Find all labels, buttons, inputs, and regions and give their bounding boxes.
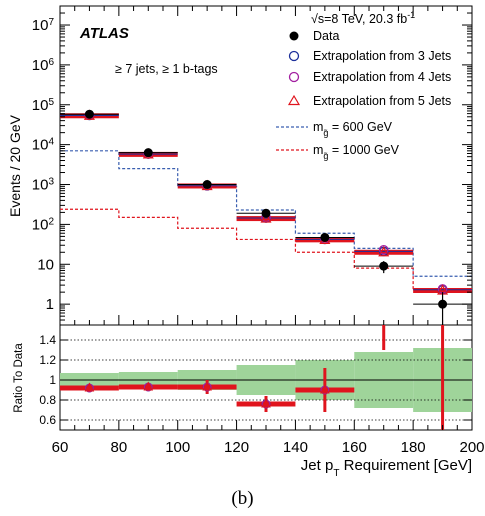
figure-caption: (b) — [231, 488, 254, 509]
ratio-extrap5-point — [320, 384, 330, 394]
legend-marker-extrap3 — [288, 50, 300, 62]
legend-label-mg-1000: mg̃ = 1000 GeV — [313, 143, 400, 161]
legend-label-mg-600: mg̃ = 600 GeV — [313, 120, 393, 138]
ratio-bar — [295, 387, 355, 393]
data-point — [320, 232, 330, 242]
data-point — [84, 109, 94, 119]
ratio-extrap5-point — [84, 382, 95, 392]
data-point — [143, 148, 153, 158]
x-tick-label: 120 — [224, 439, 249, 456]
legend-label-extrap-5: Extrapolation from 5 Jets — [313, 94, 451, 108]
y-tick-label: 104 — [32, 136, 55, 154]
legend: Data Extrapolation from 3 Jets Extrapola… — [276, 29, 451, 161]
x-tick-label: 140 — [283, 439, 308, 456]
extrap5-point — [378, 245, 390, 257]
legend-markers — [276, 31, 308, 151]
ratio-y-tick-label: 0.8 — [39, 393, 56, 407]
x-tick-label: 100 — [165, 439, 190, 456]
y-tick-label: 10 — [37, 256, 54, 273]
extrap-bar — [413, 287, 472, 293]
legend-marker-data — [289, 31, 299, 41]
ratio-extrap5-point — [202, 381, 212, 391]
extrap-bar — [354, 249, 414, 255]
main-y-axis-title: Events / 20 GeV — [7, 114, 23, 217]
ratio-y-tick-label: 1 — [49, 373, 56, 387]
ratio-plot-content — [60, 325, 472, 430]
ratio-y-tick-label: 0.6 — [39, 413, 56, 427]
ratio-clipped — [60, 325, 472, 430]
ratio-bar — [177, 384, 237, 390]
atlas-label: ATLAS — [79, 25, 129, 42]
x-axis-title: Jet pT Requirement [GeV] — [301, 457, 472, 479]
ratio-bar — [236, 401, 296, 407]
ratio-ticks: 0.6 0.8 1 1.2 1.4 60 80 100 120 140 160 180 200 — [39, 333, 484, 456]
legend-label-extrap-3: Extrapolation from 3 Jets — [313, 49, 451, 63]
ratio-extrap5-point — [143, 381, 154, 391]
selection-label: ≥ 7 jets, ≥ 1 b-tags — [115, 62, 218, 76]
y-tick-label: 102 — [32, 216, 55, 234]
ratio-y-tick-label: 1.4 — [39, 333, 56, 347]
ratio-y-tick-label: 1.2 — [39, 353, 56, 367]
x-tick-label: 180 — [401, 439, 426, 456]
ratio-bar — [118, 384, 178, 390]
extrap5-point — [260, 212, 272, 223]
extrap-bar — [236, 216, 296, 222]
energy-label: √s=8 TeV, 20.3 fb-1 — [311, 10, 415, 26]
data-point — [438, 299, 448, 309]
data-point — [202, 180, 212, 190]
x-tick-label: 60 — [52, 439, 69, 456]
y-tick-label: 1 — [46, 296, 54, 313]
main-plot-frame — [59, 5, 473, 326]
legend-label-data: Data — [313, 29, 339, 43]
data-point — [261, 208, 271, 218]
legend-label-extrap-4: Extrapolation from 4 Jets — [313, 70, 451, 84]
y-tick-label: 103 — [32, 176, 55, 194]
y-tick-label: 105 — [32, 96, 55, 114]
x-tick-label: 80 — [111, 439, 128, 456]
ratio-bar — [60, 385, 119, 391]
x-tick-label: 200 — [459, 439, 484, 456]
legend-marker-extrap4 — [288, 71, 300, 83]
legend-marker-extrap5 — [287, 94, 301, 106]
ratio-y-axis-title: Ratio To Data — [13, 343, 25, 413]
x-tick-label: 160 — [342, 439, 367, 456]
main-y-ticks: 1 10 102 103 104 105 106 107 — [32, 5, 473, 326]
data-point — [379, 261, 389, 271]
extrap4-point — [378, 245, 389, 255]
main-plot-content — [60, 109, 472, 325]
ratio-extrap5-point — [261, 398, 271, 408]
signal-step-5 — [60, 208, 472, 291]
y-tick-label: 106 — [32, 56, 55, 74]
y-tick-label: 107 — [32, 17, 55, 34]
